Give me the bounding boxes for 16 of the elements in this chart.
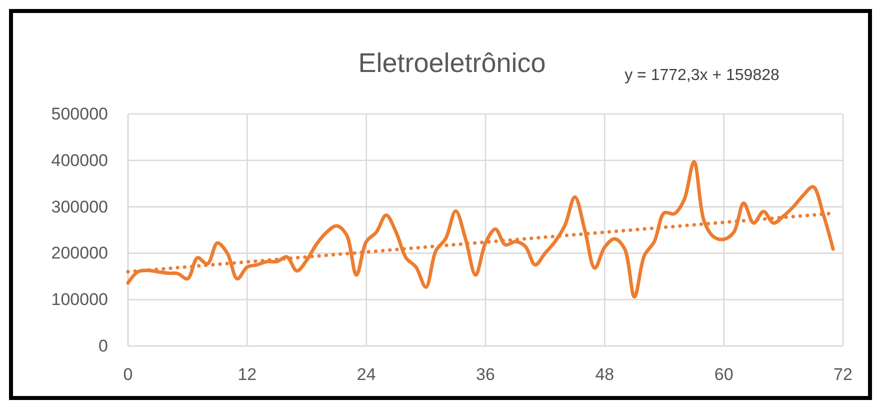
line-series (126, 160, 835, 299)
y-tick-label: 0 (98, 336, 108, 356)
y-tick-label: 400000 (51, 150, 108, 170)
x-tick-label: 72 (834, 365, 852, 384)
y-tick-label: 200000 (51, 244, 108, 263)
y-tick-label: 500000 (51, 104, 108, 124)
x-tick-label: 12 (238, 365, 257, 384)
x-tick-label: 0 (123, 365, 133, 384)
x-tick-label: 60 (714, 365, 734, 384)
y-tick-label: 300000 (51, 197, 108, 216)
x-tick-label: 36 (476, 365, 495, 384)
y-tick-label: 100000 (51, 290, 108, 310)
x-tick-label: 48 (595, 365, 614, 384)
text: y = 1772,3x + 159828 (624, 67, 780, 84)
chart-title: Eletroeletrônico (358, 48, 546, 78)
x-tick-label: 24 (356, 365, 376, 384)
